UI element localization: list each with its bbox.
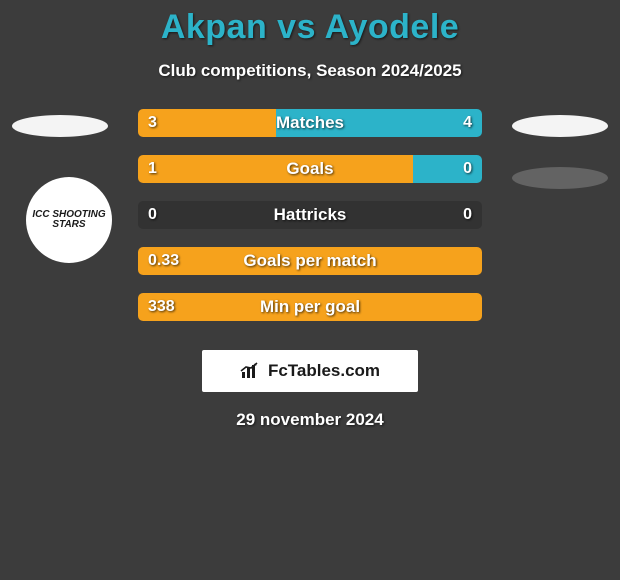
page-title: Akpan vs Ayodele — [0, 0, 620, 47]
brand-box: FcTables.com — [202, 350, 418, 392]
left-club-badge-top — [12, 115, 108, 137]
stat-row: 0.33Goals per match — [138, 247, 482, 275]
date-text: 29 november 2024 — [0, 410, 620, 430]
brand-chart-icon — [240, 362, 262, 380]
left-club-logo: ICC SHOOTING STARS — [26, 177, 112, 263]
stat-label: Goals per match — [138, 247, 482, 275]
stat-label: Hattricks — [138, 201, 482, 229]
stat-label: Goals — [138, 155, 482, 183]
stat-row: 00Hattricks — [138, 201, 482, 229]
right-club-badge-bottom — [512, 167, 608, 189]
footer: FcTables.com 29 november 2024 — [0, 350, 620, 430]
brand-text: FcTables.com — [268, 361, 380, 381]
stat-row: 338Min per goal — [138, 293, 482, 321]
left-club-logo-text: ICC SHOOTING STARS — [26, 210, 112, 230]
stat-row: 34Matches — [138, 109, 482, 137]
stat-label: Matches — [138, 109, 482, 137]
stat-row: 10Goals — [138, 155, 482, 183]
stat-label: Min per goal — [138, 293, 482, 321]
stat-bars: 34Matches 10Goals 00Hattricks 0.33Goals per… — [138, 109, 482, 339]
right-club-badge-top — [512, 115, 608, 137]
subtitle: Club competitions, Season 2024/2025 — [0, 61, 620, 81]
